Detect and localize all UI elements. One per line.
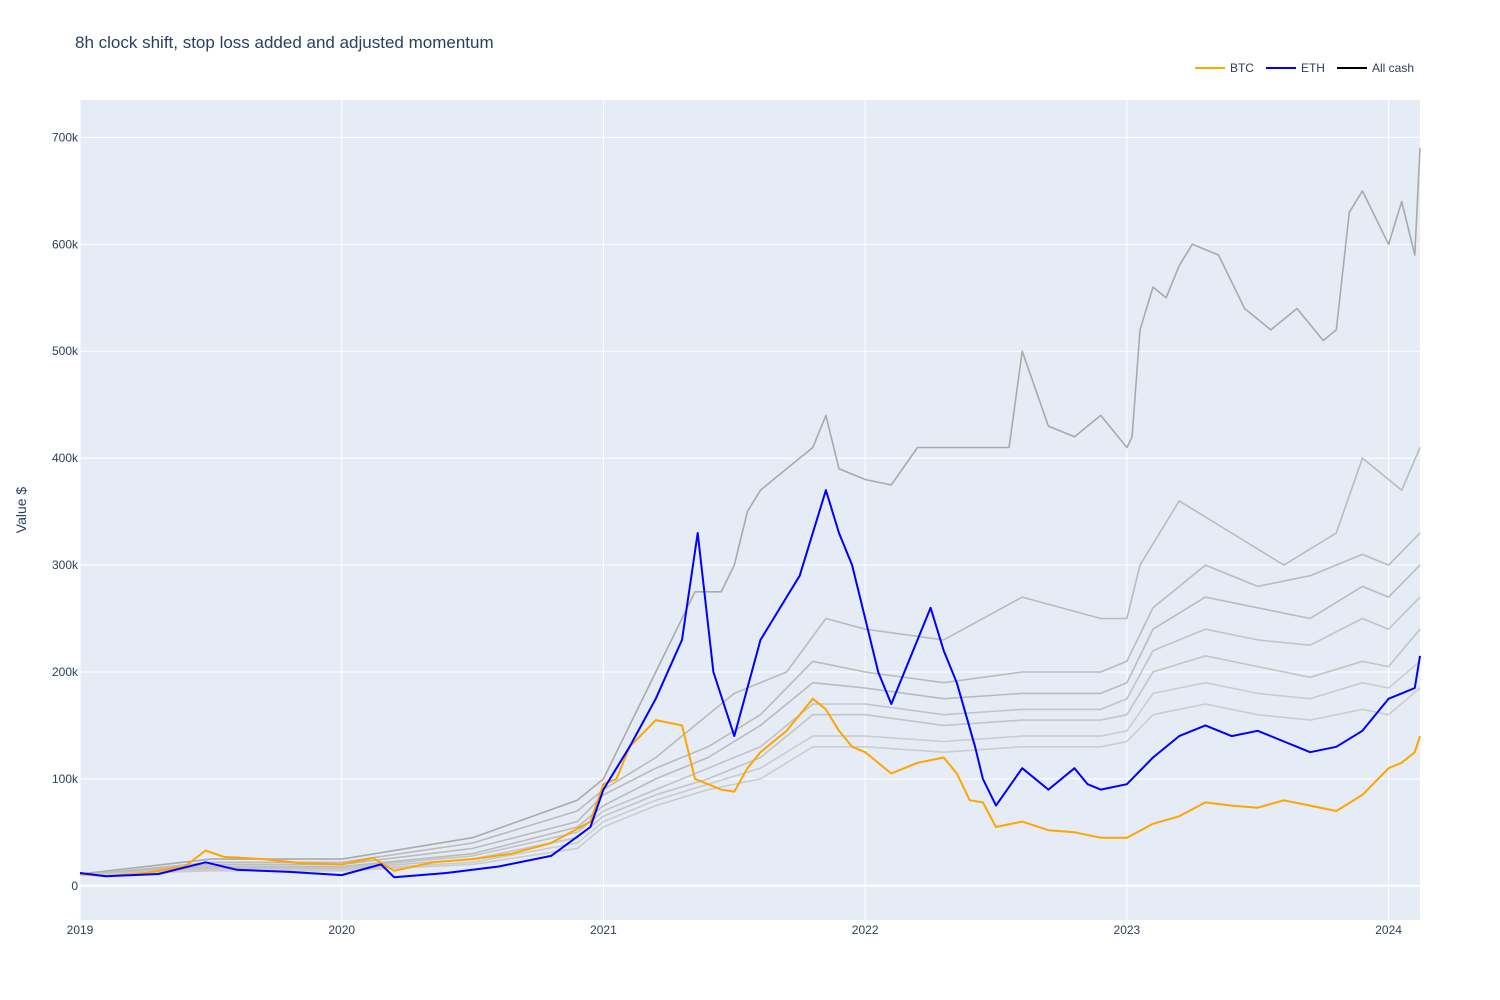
legend-item-eth[interactable]: ETH — [1265, 61, 1325, 75]
legend-swatch-btc — [1194, 67, 1225, 69]
chart-title: 8h clock shift, stop loss added and adju… — [75, 33, 494, 52]
y-tick-label: 700k — [52, 130, 79, 144]
x-tick-label: 2023 — [1114, 923, 1141, 937]
series-line-strategy-2 — [79, 447, 1421, 876]
series-line-strategy-4 — [79, 564, 1421, 876]
x-tick-label: 2020 — [328, 923, 355, 937]
y-tick-label: 0 — [71, 879, 78, 893]
y-tick-label: 500k — [52, 344, 79, 358]
legend-item-btc[interactable]: BTC — [1194, 61, 1254, 75]
series-line-strategy-1 — [79, 148, 1421, 875]
legend-item-all-cash[interactable]: All cash — [1336, 61, 1414, 75]
legend-label-btc: BTC — [1229, 61, 1254, 75]
legend-swatch-eth — [1265, 67, 1296, 69]
x-tick-label: 2022 — [852, 923, 879, 937]
series-line-eth — [79, 489, 1421, 879]
x-tick-label: 2019 — [67, 923, 94, 937]
x-tick-label: 2024 — [1375, 923, 1402, 937]
y-tick-label: 600k — [52, 237, 79, 251]
y-tick-label: 300k — [52, 558, 79, 572]
series-line-strategy-3 — [79, 532, 1421, 876]
series-layer — [79, 148, 1421, 879]
x-axis-ticks: 2019 2020 2021 2022 2023 2024 — [67, 923, 1403, 937]
series-line-strategy-8 — [79, 687, 1421, 876]
series-line-strategy-6 — [79, 628, 1421, 876]
y-axis-title: Value $ — [13, 487, 29, 534]
y-axis-ticks: 0 100k 200k 300k 400k 500k 600k 700k — [52, 130, 79, 892]
series-line-strategy-7 — [79, 660, 1421, 876]
legend-label-all-cash: All cash — [1371, 61, 1414, 75]
y-tick-label: 200k — [52, 665, 79, 679]
y-tick-label: 100k — [52, 772, 79, 786]
legend: BTC ETH All cash — [1194, 61, 1414, 75]
legend-swatch-all-cash — [1336, 67, 1367, 69]
y-tick-label: 400k — [52, 451, 79, 465]
legend-label-eth: ETH — [1300, 61, 1325, 75]
series-line-strategy-5 — [79, 596, 1421, 876]
plot-background — [80, 100, 1420, 920]
x-tick-label: 2021 — [590, 923, 617, 937]
gridlines — [79, 100, 1420, 920]
series-line-btc — [79, 697, 1421, 878]
